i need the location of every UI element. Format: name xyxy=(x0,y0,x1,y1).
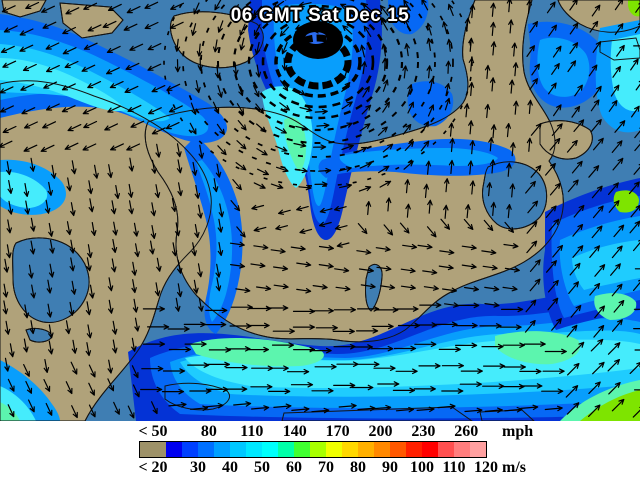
ms-tick-label: 30 xyxy=(190,459,206,476)
mph-tick-label: < 50 xyxy=(138,423,168,440)
colorbar-cell xyxy=(230,442,246,457)
colorbar-cell xyxy=(166,442,182,457)
wind-speed-legend: < 50 80 110 140 170 200 230 260 < 20 30 40 50 60 70 80… xyxy=(0,421,640,480)
colorbar-cell xyxy=(214,442,230,457)
wind-speed-shading xyxy=(0,0,640,421)
ms-tick-label: < 20 xyxy=(138,459,168,476)
colorbar-cell xyxy=(390,442,406,457)
mph-tick-label: 110 xyxy=(240,423,264,440)
colorbar-cell xyxy=(262,442,278,457)
ms-tick-label: 120 xyxy=(474,459,498,476)
mph-unit-label: mph xyxy=(502,423,534,440)
colorbar-cell xyxy=(326,442,342,457)
colorbar-cell xyxy=(422,442,438,457)
colorbar-cell xyxy=(198,442,214,457)
ms-tick-label: 110 xyxy=(442,459,466,476)
colorbar-cell xyxy=(246,442,262,457)
map-title: 06 GMT Sat Dec 15 xyxy=(230,5,410,26)
polar-vortex xyxy=(163,0,473,187)
colorbar-cell xyxy=(438,442,454,457)
colorbar-cell xyxy=(182,442,198,457)
ms-tick-label: 60 xyxy=(286,459,302,476)
colorbar-cell xyxy=(470,442,486,457)
ms-tick-label: 90 xyxy=(382,459,398,476)
ms-tick-label: 100 xyxy=(410,459,434,476)
ms-unit-label: m/s xyxy=(502,459,526,476)
colorbar-cell xyxy=(406,442,422,457)
mph-tick-label: 170 xyxy=(325,423,350,440)
mph-tick-label: 230 xyxy=(411,423,436,440)
colorbar-cell xyxy=(140,442,166,457)
colorbar-cell xyxy=(294,442,310,457)
colorbar xyxy=(139,441,487,458)
colorbar-cell xyxy=(358,442,374,457)
ms-tick-label: 40 xyxy=(222,459,238,476)
ms-tick-label: 50 xyxy=(254,459,270,476)
colorbar-cell xyxy=(310,442,326,457)
ms-tick-label: 70 xyxy=(318,459,334,476)
colorbar-cell xyxy=(342,442,358,457)
colorbar-cell xyxy=(278,442,294,457)
wind-arrows xyxy=(0,0,640,419)
wind-speed-map xyxy=(0,0,640,421)
mph-tick-label: 80 xyxy=(200,423,217,440)
colorbar-cell xyxy=(454,442,470,457)
mph-tick-label: 260 xyxy=(454,423,479,440)
ms-tick-label: 80 xyxy=(350,459,366,476)
mph-tick-label: 200 xyxy=(368,423,393,440)
colorbar-cell xyxy=(374,442,390,457)
mph-tick-label: 140 xyxy=(282,423,307,440)
